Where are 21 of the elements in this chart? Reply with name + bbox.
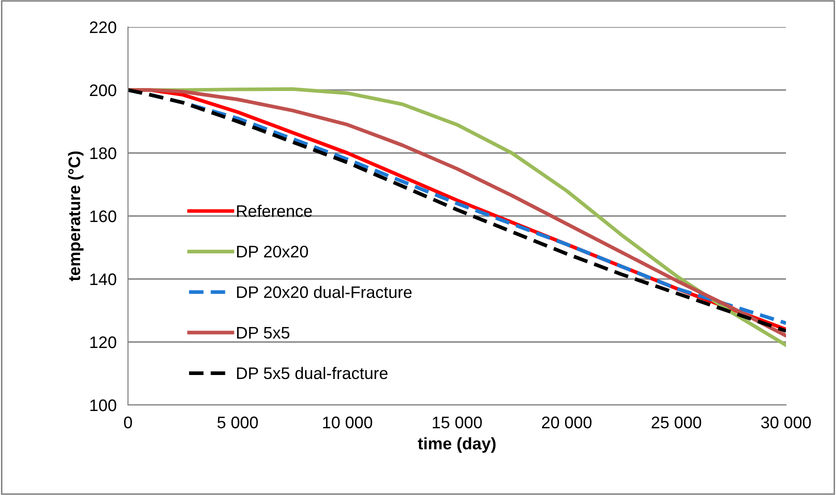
legend-label: DP 5x5 dual-fracture <box>237 366 388 380</box>
legend-label: DP 5x5 <box>237 326 290 339</box>
y-tick-label: 140 <box>90 273 116 286</box>
x-tick-label: 30 000 <box>761 416 811 428</box>
x-tick-label: 20 000 <box>542 416 592 428</box>
x-tick-label: 10 000 <box>323 416 372 428</box>
y-tick-label: 180 <box>90 147 116 160</box>
y-tick-label: 100 <box>90 399 116 412</box>
legend-label: Reference <box>237 204 312 217</box>
legend-label: DP 20x20 dual-Fracture <box>237 286 412 298</box>
x-tick-label: 0 <box>124 416 132 428</box>
x-axis-title: time (day) <box>418 437 496 453</box>
x-tick-label: 5 000 <box>217 416 258 428</box>
y-tick-label: 220 <box>90 21 116 34</box>
x-tick-label: 25 000 <box>652 416 702 428</box>
y-tick-label: 160 <box>90 210 116 222</box>
legend-label: DP 20x20 <box>237 246 308 258</box>
y-axis-title: temperature (°C) <box>68 151 84 282</box>
y-tick-label: 200 <box>90 84 116 96</box>
x-tick-label: 15 000 <box>432 416 482 428</box>
y-tick-label: 120 <box>90 336 116 348</box>
